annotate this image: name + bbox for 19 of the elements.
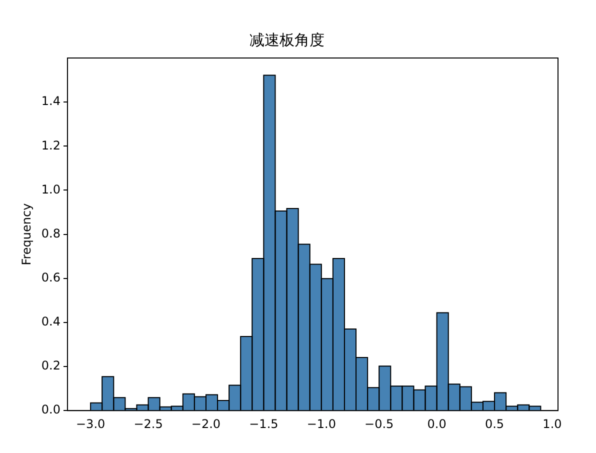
y-tick-label: 0.2 <box>41 358 60 373</box>
x-tick-label: 1.0 <box>542 416 562 431</box>
x-tick-label: 0.5 <box>484 416 504 431</box>
x-tick-label: 0.0 <box>427 416 446 431</box>
x-tick-label: −1.5 <box>249 416 278 431</box>
y-tick-label: 1.2 <box>41 138 60 152</box>
x-tick-label: −3.0 <box>76 416 106 431</box>
x-tick-label: −2.0 <box>191 416 221 431</box>
y-tick-label: 0.8 <box>41 226 60 240</box>
y-tick-label: 1.4 <box>41 94 60 108</box>
y-tick-label: 0.4 <box>41 314 60 329</box>
y-tick-label: 1.0 <box>41 182 60 196</box>
x-tick-label: −1.0 <box>306 416 336 431</box>
y-axis-title: Frequency <box>19 203 34 266</box>
x-tick-label: −2.5 <box>134 416 163 431</box>
y-tick-label: 0.6 <box>41 270 60 284</box>
x-tick-label: −0.5 <box>364 416 394 431</box>
y-tick-label: 0.0 <box>41 402 60 417</box>
chart-title: 减速板角度 <box>250 30 324 49</box>
